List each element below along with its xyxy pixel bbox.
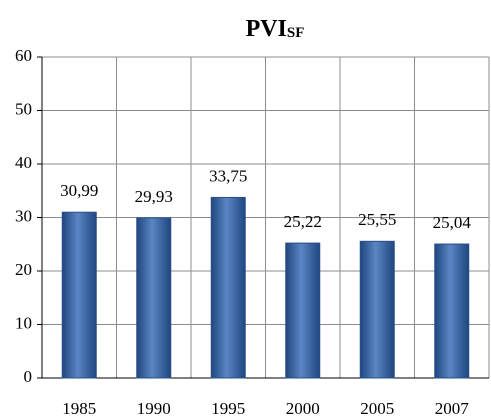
x-tick-label: 2000: [286, 399, 320, 418]
chart-title: PVISF: [246, 16, 305, 42]
x-tick-label: 1985: [62, 399, 96, 418]
x-tick-label: 2007: [435, 399, 470, 418]
y-tick-label: 20: [15, 260, 32, 279]
x-tick-label: 2005: [360, 399, 394, 418]
value-label: 33,75: [209, 166, 247, 185]
title-subscript: SF: [287, 25, 305, 41]
value-label: 29,93: [135, 187, 173, 206]
bar: [210, 196, 246, 379]
value-label: 30,99: [60, 181, 98, 200]
y-tick-label: 0: [24, 367, 33, 386]
y-tick-label: 10: [15, 313, 32, 332]
bar: [434, 243, 470, 379]
y-tick-label: 50: [15, 99, 32, 118]
x-tick-label: 1995: [211, 399, 245, 418]
bar: [136, 217, 172, 379]
y-tick-label: 60: [15, 46, 32, 65]
bar: [359, 240, 395, 379]
bar: [61, 211, 97, 379]
x-tick-label: 1990: [137, 399, 171, 418]
value-label: 25,55: [358, 210, 396, 229]
y-tick-label: 30: [15, 206, 32, 225]
value-label: 25,22: [284, 212, 322, 231]
y-tick-label: 40: [15, 153, 32, 172]
title-main: PVI: [246, 16, 287, 42]
value-label: 25,04: [433, 213, 472, 232]
bar: [285, 242, 321, 379]
